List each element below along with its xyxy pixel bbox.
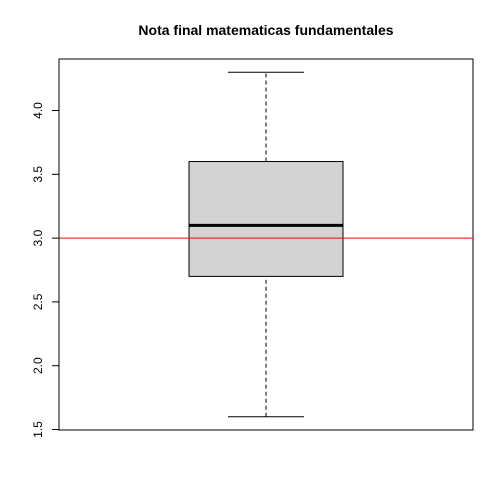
y-tick-label: 2.5: [31, 293, 45, 310]
box-group: [188, 71, 344, 418]
y-tick-label: 1.5: [31, 421, 45, 438]
y-tick-label: 3.5: [31, 166, 45, 183]
y-tick-label: 3.0: [31, 229, 45, 246]
chart-title: Nota final matematicas fundamentales: [138, 22, 393, 38]
y-tick-label: 2.0: [31, 357, 45, 374]
y-tick-label: 4.0: [31, 102, 45, 119]
iqr-box: [188, 161, 344, 277]
y-axis: 1.5 2.0 2.5 3.0 3.5 4.0: [31, 102, 60, 438]
